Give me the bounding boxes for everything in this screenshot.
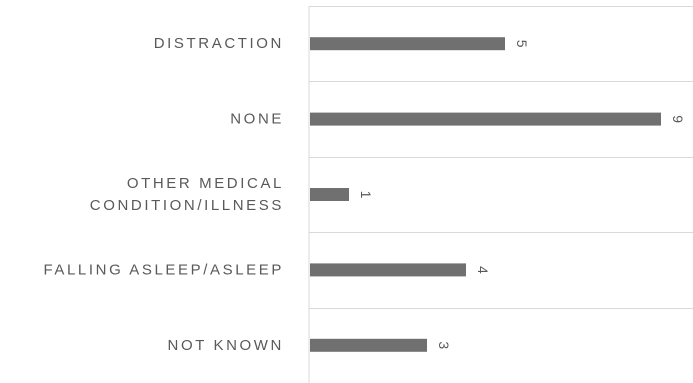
bar	[310, 263, 466, 277]
category-tick-label: CONDITION/ILLNESS	[90, 197, 284, 214]
bar	[310, 188, 349, 201]
data-label: 5	[514, 40, 530, 48]
data-label: 9	[670, 115, 686, 123]
category-tick-label: DISTRACTION	[154, 35, 284, 52]
bar	[310, 37, 505, 51]
category-tick-label: FALLING ASLEEP/ASLEEP	[43, 261, 284, 278]
bar	[310, 338, 427, 352]
bar-layer	[310, 37, 661, 352]
category-tick-label: NONE	[230, 111, 284, 128]
grid-layer	[308, 6, 693, 383]
label-layer: 5 DISTRACTION 9 NONE 1 OTHER MEDICAL CONDITION…	[43, 35, 686, 354]
category-tick-label: OTHER MEDICAL	[127, 175, 284, 192]
data-label: 4	[475, 266, 491, 274]
data-label: 1	[358, 191, 374, 199]
data-label: 3	[436, 341, 452, 349]
category-tick-label: NOT KNOWN	[168, 337, 284, 354]
bar	[310, 112, 661, 126]
